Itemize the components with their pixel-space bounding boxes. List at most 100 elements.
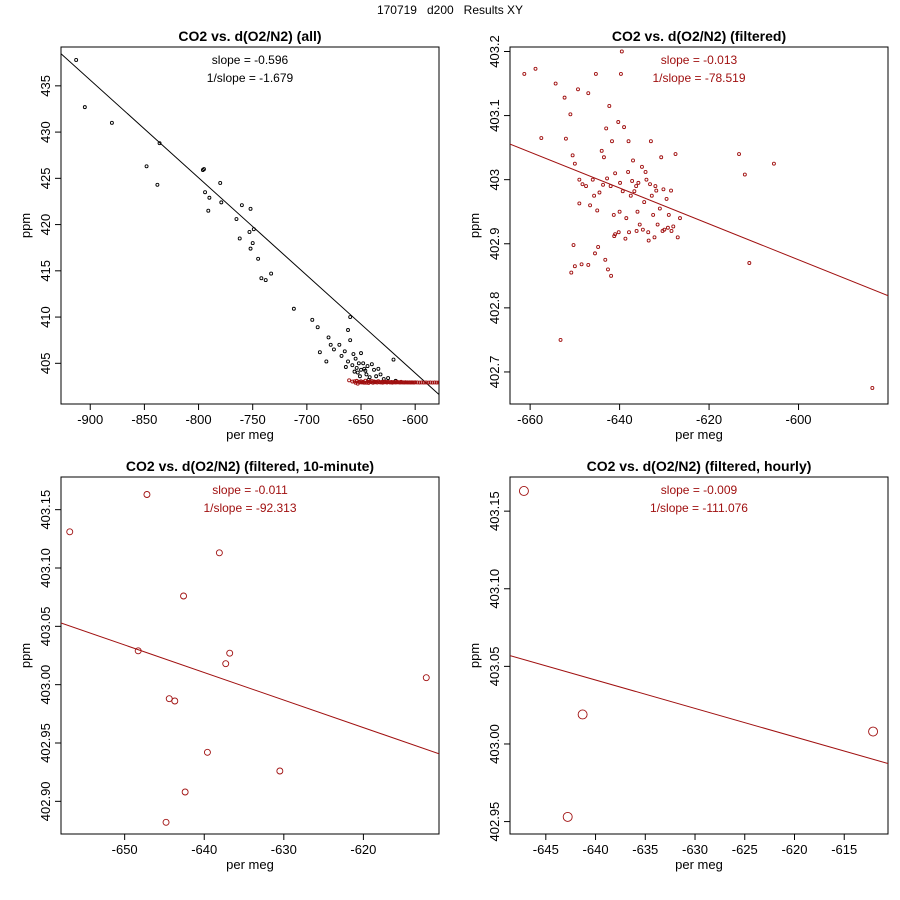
data-point	[134, 647, 142, 655]
data-point	[222, 660, 230, 668]
data-point	[640, 227, 645, 232]
data-point	[417, 380, 422, 385]
data-point	[588, 203, 593, 208]
data-point	[203, 748, 211, 756]
data-point	[742, 172, 747, 177]
y-tick-label: 402.7	[487, 356, 502, 389]
data-point	[181, 788, 189, 796]
plot-area	[61, 53, 439, 395]
x-tick-label: -750	[240, 412, 266, 427]
data-point	[675, 235, 680, 240]
data-point	[612, 234, 617, 239]
data-point	[82, 105, 87, 110]
data-point	[771, 161, 776, 166]
data-point	[109, 120, 114, 125]
data-point	[596, 245, 601, 249]
plot-frame	[60, 476, 440, 835]
data-point	[518, 486, 529, 496]
data-point	[563, 136, 568, 141]
data-point	[357, 374, 362, 379]
slope-annotation: slope = -0.596	[212, 53, 289, 67]
data-point	[624, 216, 629, 221]
regression-line	[61, 622, 439, 755]
plot-area	[510, 486, 888, 822]
plot-area	[510, 49, 888, 390]
data-point	[155, 182, 160, 187]
x-tick-label: -630	[271, 842, 297, 857]
data-point	[580, 182, 585, 187]
data-point	[331, 347, 336, 352]
data-point	[361, 361, 366, 366]
data-point	[623, 236, 628, 241]
chart-3: CO2 vs. d(O2/N2) (filtered, 10-minute) -6…	[18, 458, 440, 872]
data-point	[599, 148, 604, 153]
x-tick-label: -620	[350, 842, 376, 857]
data-point	[868, 726, 879, 737]
data-point	[568, 112, 573, 117]
y-tick-label: 403	[487, 169, 502, 191]
data-point	[607, 104, 612, 108]
data-point	[219, 200, 224, 205]
y-axis-label: ppm	[18, 213, 33, 238]
data-point	[601, 155, 606, 160]
y-tick-label: 420	[38, 214, 53, 236]
data-point	[620, 189, 625, 194]
data-point	[324, 359, 329, 364]
data-point	[207, 195, 212, 200]
data-point	[586, 262, 591, 267]
data-point	[203, 190, 208, 195]
data-point	[415, 380, 420, 385]
x-tick-label: -900	[77, 412, 103, 427]
data-point	[157, 141, 162, 146]
data-point	[342, 349, 347, 354]
data-point	[386, 376, 391, 381]
data-point	[664, 196, 669, 201]
data-point	[165, 695, 173, 703]
data-point	[419, 380, 424, 385]
data-point	[577, 201, 582, 206]
plot-area	[61, 491, 439, 826]
data-point	[636, 180, 641, 185]
data-point	[626, 170, 631, 174]
x-tick-label: -640	[583, 842, 609, 857]
data-point	[437, 380, 439, 385]
y-tick-label: 403.05	[38, 606, 53, 646]
data-point	[215, 549, 223, 557]
y-tick-label: 430	[38, 121, 53, 143]
data-point	[669, 188, 673, 193]
data-point	[562, 811, 573, 822]
data-point	[354, 365, 359, 370]
data-point	[635, 209, 640, 214]
data-point	[218, 181, 223, 185]
y-axis-label: ppm	[467, 213, 482, 238]
data-point	[655, 222, 660, 227]
data-point	[678, 216, 682, 221]
data-point	[362, 366, 367, 371]
data-point	[576, 87, 580, 92]
data-point	[613, 171, 618, 176]
slope-annotation: 1/slope = -1.679	[207, 71, 294, 85]
data-point	[310, 317, 315, 322]
data-point	[646, 238, 651, 243]
chart-1: CO2 vs. d(O2/N2) (all) -900 -850 -800 -750 -7…	[18, 28, 440, 442]
data-point	[651, 212, 656, 217]
data-point	[631, 158, 635, 163]
data-point	[337, 342, 342, 347]
data-point	[608, 184, 613, 189]
data-point	[747, 261, 752, 265]
data-point	[613, 232, 618, 237]
y-tick-label: 405	[38, 352, 53, 374]
data-point	[339, 353, 344, 358]
data-point	[654, 188, 659, 193]
x-tick-label: -660	[517, 412, 543, 427]
data-point	[348, 338, 353, 343]
data-point	[579, 262, 584, 267]
y-tick-label: 402.95	[38, 723, 53, 763]
data-point	[653, 184, 658, 189]
x-tick-label: -650	[348, 412, 374, 427]
y-tick-label: 402.8	[487, 292, 502, 325]
data-point	[326, 335, 331, 340]
data-point	[430, 380, 435, 385]
slope-annotation: 1/slope = -92.313	[203, 501, 296, 515]
data-point	[610, 139, 614, 144]
